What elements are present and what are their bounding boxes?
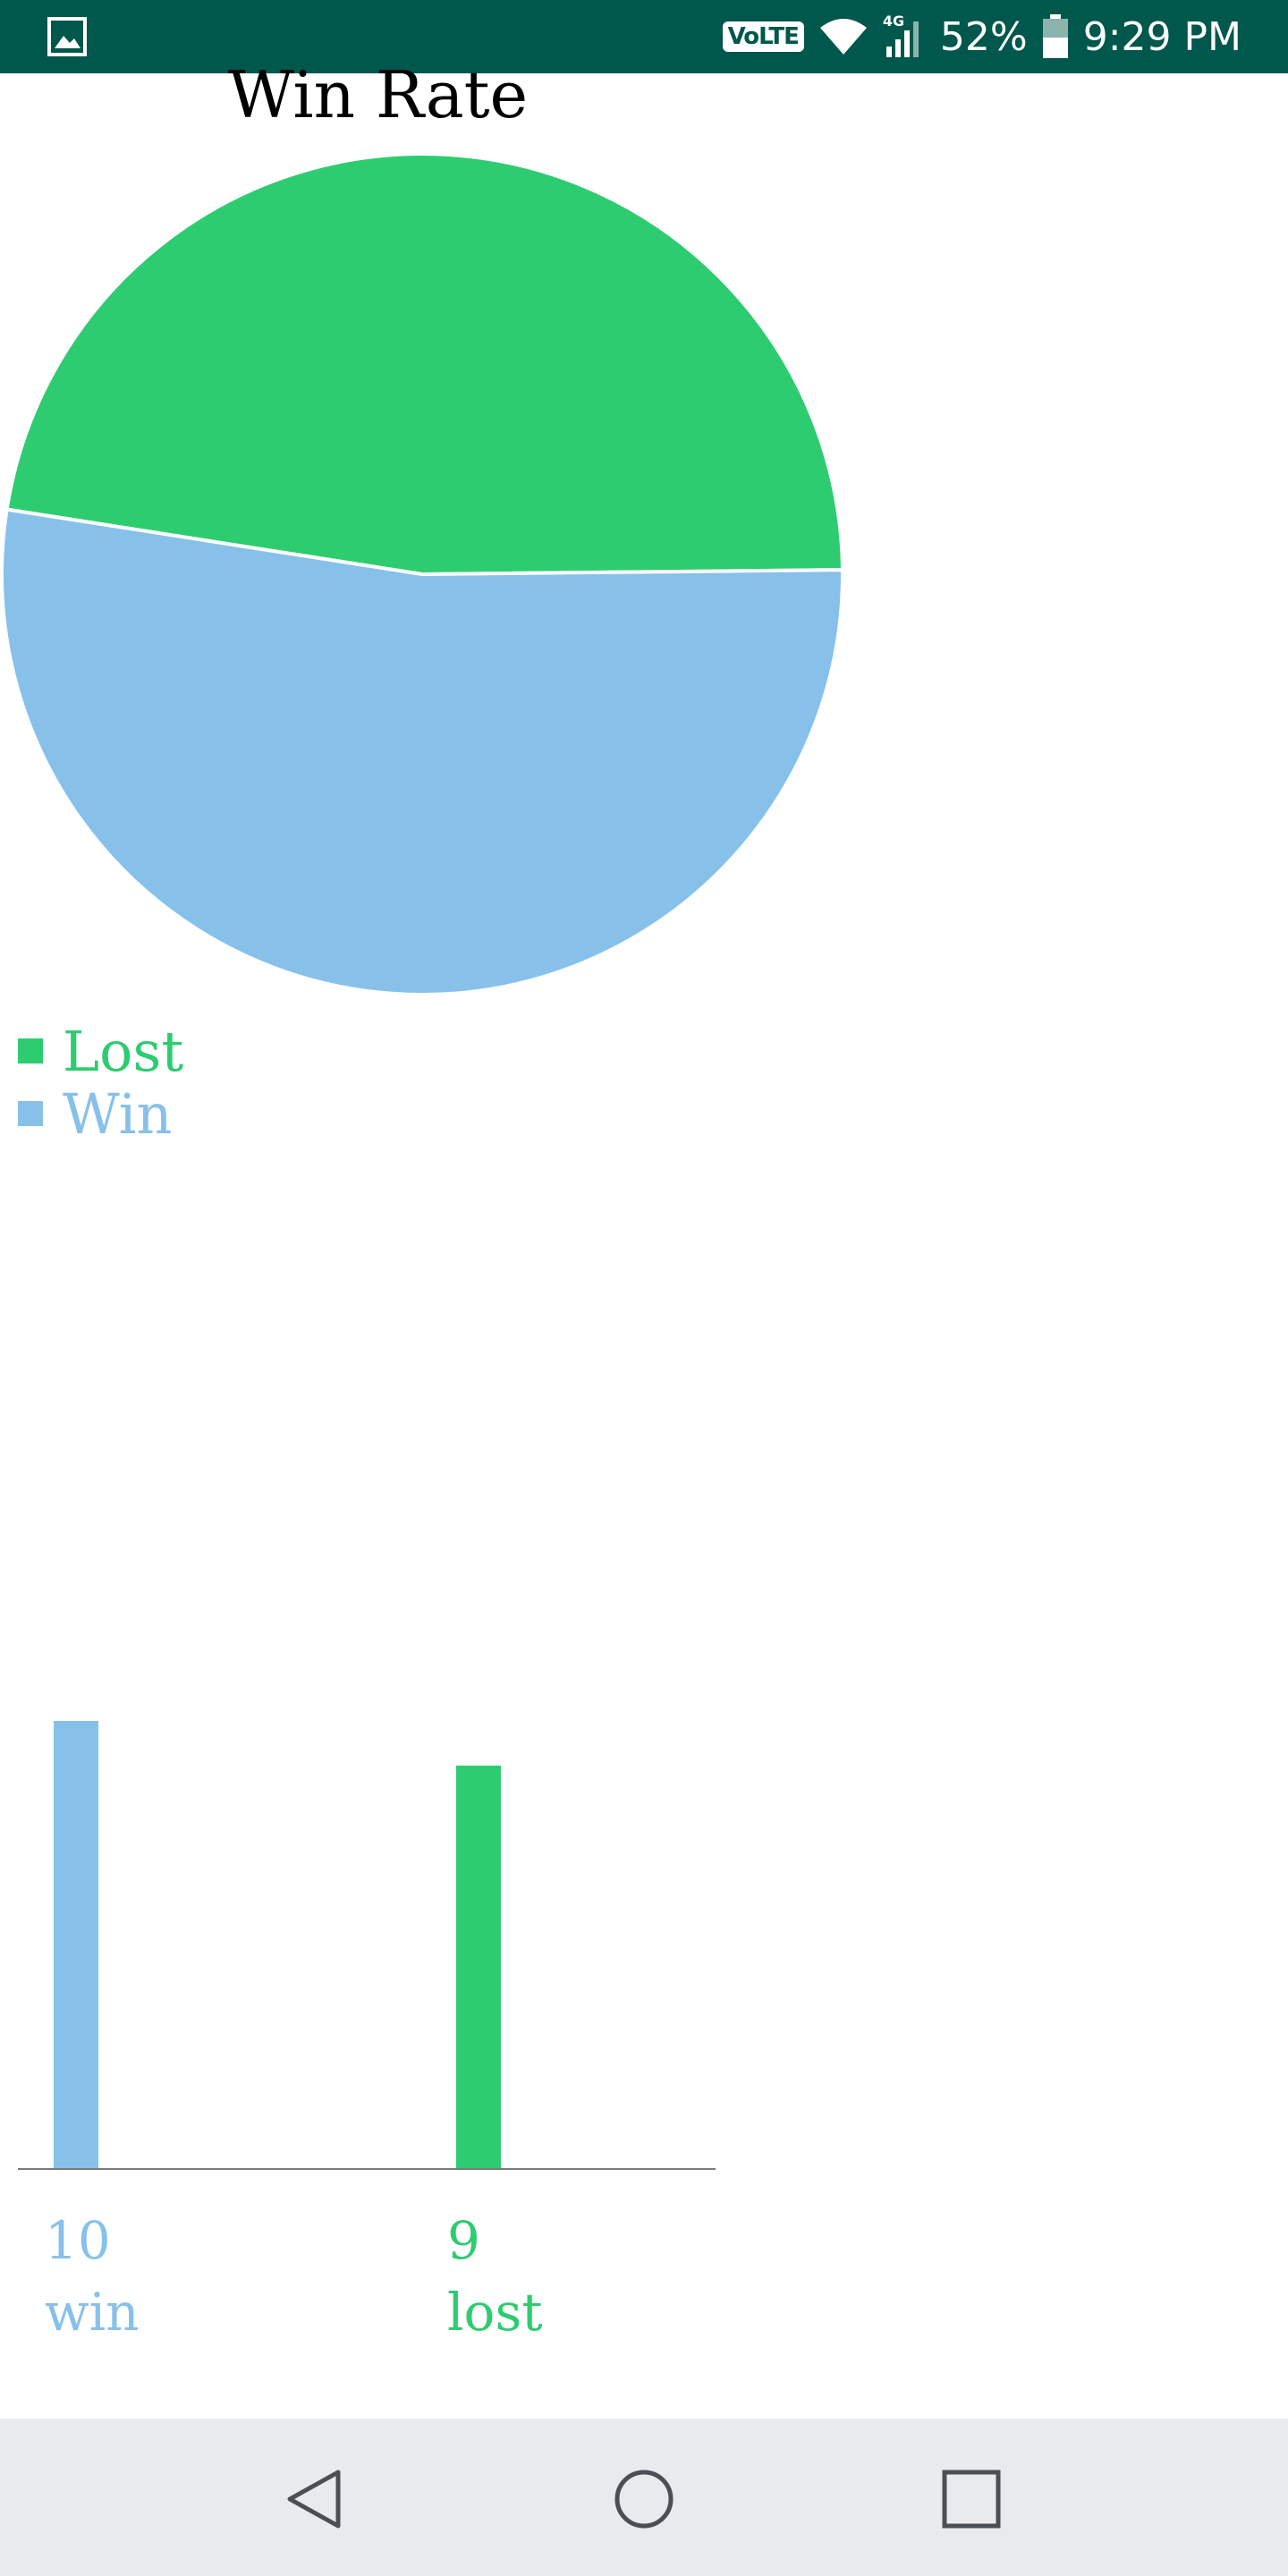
legend-label-win: Win bbox=[63, 1080, 173, 1147]
pie-slice-win bbox=[0, 507, 844, 996]
battery-percent: 52% bbox=[939, 13, 1028, 60]
clock: 9:29 PM bbox=[1082, 13, 1241, 60]
chart-legend: Lost Win bbox=[18, 1018, 184, 1147]
bar-lost bbox=[456, 1766, 501, 2168]
legend-swatch-win bbox=[18, 1101, 43, 1126]
bar-category-label-win: win bbox=[45, 2282, 140, 2343]
recents-icon[interactable] bbox=[936, 2463, 1007, 2535]
legend-item-lost: Lost bbox=[18, 1018, 184, 1084]
bar-value-label-lost: 9 bbox=[447, 2210, 480, 2271]
wifi-icon bbox=[819, 19, 867, 55]
status-bar: VoLTE 4G 52% 9:29 PM bbox=[0, 0, 1288, 73]
bar-category-label-lost: lost bbox=[447, 2282, 543, 2343]
bar-chart bbox=[18, 1721, 716, 2170]
chart-title: Win Rate bbox=[227, 57, 529, 132]
home-icon[interactable] bbox=[608, 2463, 680, 2535]
navigation-bar bbox=[0, 2419, 1288, 2576]
pie-chart bbox=[0, 152, 844, 996]
volte-icon: VoLTE bbox=[722, 21, 804, 52]
legend-label-lost: Lost bbox=[63, 1018, 184, 1084]
bar-win bbox=[54, 1721, 98, 2168]
back-icon[interactable] bbox=[279, 2463, 351, 2535]
status-icons: VoLTE 4G 52% 9:29 PM bbox=[722, 0, 1241, 73]
battery-icon bbox=[1042, 14, 1068, 58]
legend-item-win: Win bbox=[18, 1080, 183, 1147]
network-type: 4G bbox=[882, 13, 905, 30]
signal-icon: 4G bbox=[882, 13, 926, 59]
gallery-icon bbox=[47, 17, 87, 56]
pie-slice-lost bbox=[4, 152, 844, 577]
legend-swatch-lost bbox=[18, 1038, 43, 1063]
bar-value-label-win: 10 bbox=[45, 2210, 111, 2271]
